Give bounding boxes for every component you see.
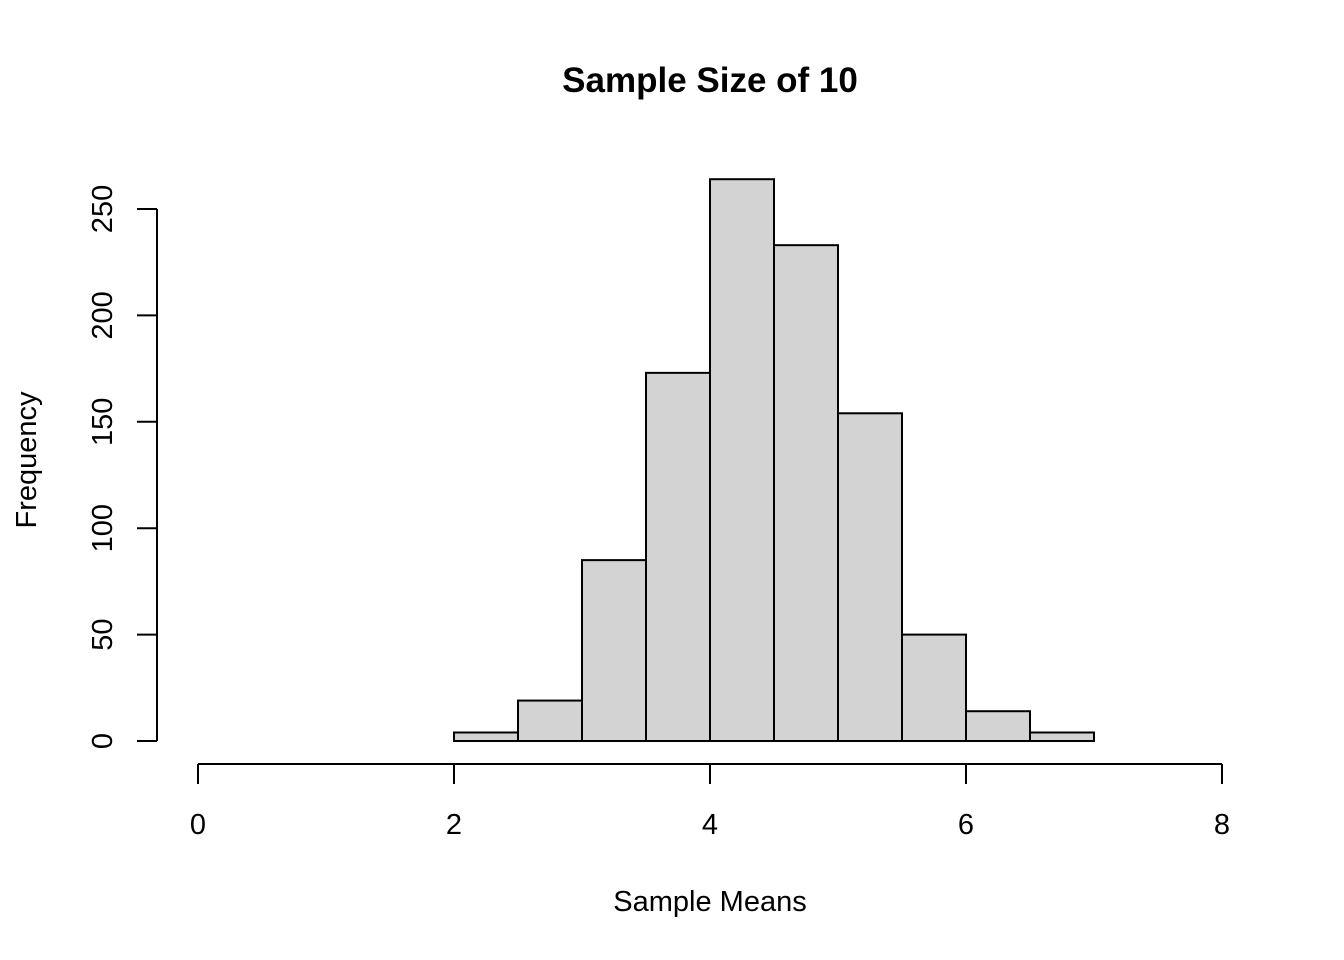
x-tick-label: 2 (446, 809, 462, 841)
x-tick-label: 6 (958, 809, 974, 841)
x-tick-label: 8 (1214, 809, 1230, 841)
bars-group (453, 178, 1095, 743)
x-tick-label: 4 (702, 809, 718, 841)
y-tick-label: 0 (87, 733, 119, 749)
histogram-bar (837, 412, 903, 742)
y-tick-label: 200 (87, 291, 119, 339)
x-tick-label: 0 (190, 809, 206, 841)
x-axis-title: Sample Means (613, 886, 806, 918)
histogram-bar (517, 699, 583, 742)
histogram-bar (453, 731, 519, 742)
histogram-bar (965, 710, 1031, 743)
y-tick-label: 100 (87, 504, 119, 552)
histogram-bar (773, 244, 839, 742)
y-axis-title: Frequency (11, 391, 43, 529)
y-tick-label: 150 (87, 398, 119, 446)
histogram-bar (581, 559, 647, 742)
y-tick-label: 250 (87, 185, 119, 233)
histogram-bar (709, 178, 775, 742)
histogram-bar (901, 633, 967, 742)
y-axis: 0 50 100 150 200 250 (87, 185, 158, 749)
histogram-bar (1029, 731, 1095, 742)
x-axis: 0 2 4 6 8 (190, 763, 1230, 841)
chart-title: Sample Size of 10 (562, 61, 858, 100)
histogram-bar (645, 371, 711, 742)
y-tick-label: 50 (87, 618, 119, 650)
